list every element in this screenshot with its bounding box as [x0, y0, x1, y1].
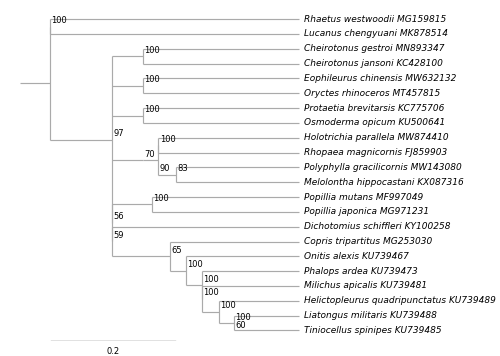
Text: Milichus apicalis KU739481: Milichus apicalis KU739481	[304, 282, 426, 290]
Text: 59: 59	[113, 231, 124, 240]
Text: Eophileurus chinensis MW632132: Eophileurus chinensis MW632132	[304, 74, 456, 83]
Text: Holotrichia parallela MW874410: Holotrichia parallela MW874410	[304, 133, 448, 142]
Text: Onitis alexis KU739467: Onitis alexis KU739467	[304, 252, 408, 261]
Text: 83: 83	[177, 164, 188, 173]
Text: 65: 65	[172, 246, 182, 255]
Text: Protaetia brevitarsis KC775706: Protaetia brevitarsis KC775706	[304, 104, 444, 112]
Text: Phalops ardea KU739473: Phalops ardea KU739473	[304, 267, 418, 276]
Text: Popillia japonica MG971231: Popillia japonica MG971231	[304, 207, 428, 216]
Text: Popillia mutans MF997049: Popillia mutans MF997049	[304, 193, 423, 201]
Text: Liatongus militaris KU739488: Liatongus militaris KU739488	[304, 311, 436, 320]
Text: 0.2: 0.2	[106, 347, 120, 356]
Text: 100: 100	[236, 313, 251, 321]
Text: 56: 56	[113, 213, 124, 221]
Text: Lucanus chengyuani MK878514: Lucanus chengyuani MK878514	[304, 30, 448, 38]
Text: 97: 97	[113, 129, 124, 138]
Text: Helictopleurus quadripunctatus KU739489: Helictopleurus quadripunctatus KU739489	[304, 296, 496, 305]
Text: 100: 100	[160, 135, 176, 144]
Text: 100: 100	[203, 274, 219, 284]
Text: 100: 100	[220, 302, 236, 310]
Text: 60: 60	[236, 321, 246, 330]
Text: 70: 70	[144, 150, 154, 158]
Text: Rhopaea magnicornis FJ859903: Rhopaea magnicornis FJ859903	[304, 148, 447, 157]
Text: Tiniocellus spinipes KU739485: Tiniocellus spinipes KU739485	[304, 326, 441, 335]
Text: Polyphylla gracilicornis MW143080: Polyphylla gracilicornis MW143080	[304, 163, 462, 172]
Text: Oryctes rhinoceros MT457815: Oryctes rhinoceros MT457815	[304, 89, 440, 98]
Text: Copris tripartitus MG253030: Copris tripartitus MG253030	[304, 237, 432, 246]
Text: Rhaetus westwoodii MG159815: Rhaetus westwoodii MG159815	[304, 15, 446, 24]
Text: 100: 100	[187, 260, 202, 269]
Text: 100: 100	[51, 16, 67, 25]
Text: 100: 100	[154, 194, 169, 203]
Text: Dichotomius schiffleri KY100258: Dichotomius schiffleri KY100258	[304, 222, 450, 231]
Text: 100: 100	[144, 75, 160, 84]
Text: 100: 100	[203, 288, 219, 298]
Text: Cheirotonus gestroi MN893347: Cheirotonus gestroi MN893347	[304, 44, 444, 53]
Text: 100: 100	[144, 105, 160, 114]
Text: 90: 90	[160, 164, 170, 173]
Text: Cheirotonus jansoni KC428100: Cheirotonus jansoni KC428100	[304, 59, 442, 68]
Text: Osmoderma opicum KU500641: Osmoderma opicum KU500641	[304, 119, 445, 127]
Text: 100: 100	[144, 46, 160, 55]
Text: Melolontha hippocastani KX087316: Melolontha hippocastani KX087316	[304, 178, 464, 187]
